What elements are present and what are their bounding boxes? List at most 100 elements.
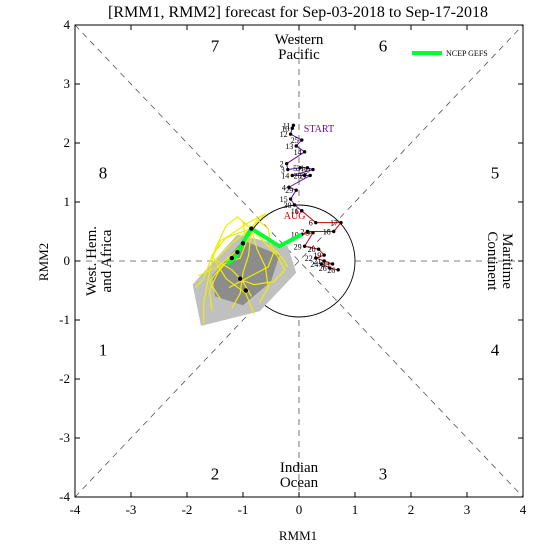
- x-tick-label: 2: [408, 502, 415, 517]
- observed-day-label: 2: [280, 160, 284, 169]
- x-tick-label: 3: [464, 502, 471, 517]
- forecast-point: [243, 288, 248, 293]
- observed-day-label: 14: [294, 148, 302, 157]
- phase-number: 1: [99, 341, 108, 360]
- observed-point: [339, 220, 343, 225]
- region-label: West. Hem.: [84, 226, 100, 296]
- observed-day-label: 24: [310, 260, 318, 269]
- x-axis-label: RMM1: [279, 528, 317, 543]
- ensemble-member-line: [231, 228, 252, 309]
- observed-day-label: 29: [294, 242, 302, 251]
- y-tick-label: 4: [64, 17, 71, 32]
- observed-day-label: 12: [280, 130, 288, 139]
- x-tick-label: -2: [182, 502, 193, 517]
- observed-point: [328, 266, 332, 270]
- month-label-aug: AUG: [284, 211, 306, 222]
- observed-point: [319, 262, 324, 266]
- ensemble-member-line: [211, 227, 252, 297]
- ensemble-member-line: [250, 228, 269, 303]
- observed-day-label: 18: [323, 228, 331, 237]
- phase-number: 6: [379, 37, 388, 56]
- observed-point: [314, 220, 318, 225]
- observed-point: [292, 203, 297, 207]
- region-label: Maritime: [499, 233, 515, 289]
- region-label: Continent: [484, 231, 500, 291]
- observed-point: [298, 166, 302, 170]
- observed-day-label: 3: [281, 166, 285, 175]
- observed-point: [302, 173, 307, 178]
- observed-day-label: 16: [291, 207, 299, 216]
- region-label: Western: [275, 32, 324, 48]
- observed-point: [322, 253, 326, 257]
- observed-point: [314, 256, 318, 260]
- y-tick-label: -1: [59, 312, 70, 327]
- observed-point: [336, 268, 340, 272]
- region-label: and Africa: [99, 229, 115, 292]
- forecast-mean-line: [226, 226, 303, 266]
- x-tick-label: -3: [126, 502, 137, 517]
- observed-day-label: 30: [284, 201, 292, 210]
- phase-number: 7: [211, 37, 220, 56]
- y-tick-label: -2: [59, 371, 70, 386]
- observed-point: [286, 167, 290, 172]
- observed-point: [332, 229, 336, 234]
- observed-point: [294, 144, 298, 148]
- month-label-start: START: [304, 124, 334, 135]
- x-tick-label: 4: [520, 502, 527, 517]
- observed-day-label: 29: [285, 186, 293, 195]
- observed-point: [288, 197, 293, 201]
- forecast-point: [229, 255, 234, 261]
- x-tick-label: 0: [296, 502, 303, 517]
- x-tick-label: -4: [70, 502, 81, 517]
- observed-point: [288, 132, 293, 136]
- legend-label: NCEP GEFS: [446, 49, 488, 58]
- y-tick-label: 2: [64, 135, 71, 150]
- observed-day-label: 31: [296, 164, 304, 173]
- phase-number: 3: [379, 464, 388, 483]
- ensemble-member-line: [203, 215, 252, 323]
- region-label: Indian: [280, 460, 319, 476]
- observed-point: [284, 161, 289, 166]
- observed-day-label: 9: [306, 229, 310, 238]
- observed-day-label: 19: [313, 251, 321, 260]
- x-tick-label: -1: [238, 502, 249, 517]
- observed-point: [290, 126, 294, 130]
- observed-day-label: 5: [293, 164, 297, 173]
- observed-point: [316, 247, 321, 251]
- ensemble-member-line: [214, 228, 255, 315]
- observed-day-label: 1: [295, 207, 299, 216]
- observed-day-label: 30: [302, 166, 310, 175]
- observed-day-label: 13: [285, 142, 293, 151]
- observed-day-label: 26: [319, 264, 327, 273]
- forecast-point: [249, 226, 254, 231]
- observed-day-label: 22: [305, 254, 313, 263]
- observed-point: [305, 229, 310, 234]
- ensemble-member-line: [250, 218, 289, 268]
- observed-day-label: 27: [299, 171, 307, 180]
- observed-day-label: 15: [280, 195, 288, 204]
- phase-number: 2: [211, 464, 220, 483]
- phase-number: 8: [99, 164, 108, 183]
- observed-point: [300, 209, 304, 213]
- observed-point: [322, 259, 326, 263]
- diagonal-line: [74, 24, 524, 498]
- y-tick-label: 0: [64, 253, 71, 268]
- y-tick-label: 3: [64, 76, 71, 91]
- observed-day-label: 14: [281, 171, 289, 180]
- chart-title: [RMM1, RMM2] forecast for Sep-03-2018 to…: [108, 4, 488, 21]
- region-label: Ocean: [280, 475, 319, 491]
- observed-day-label: 21: [313, 257, 321, 266]
- observed-track: [301, 210, 343, 271]
- y-tick-label: -3: [59, 430, 70, 445]
- observed-day-label: 4: [282, 183, 286, 192]
- x-tick-label: 1: [352, 502, 359, 517]
- observed-point: [311, 230, 315, 235]
- observed-day-label: 20: [308, 245, 316, 254]
- observed-point: [287, 185, 291, 189]
- observed-point: [302, 244, 307, 248]
- y-tick-label: 1: [64, 194, 71, 209]
- observed-day-label: 26: [327, 266, 335, 275]
- forecast-point: [235, 249, 240, 255]
- forecast-point: [240, 241, 246, 246]
